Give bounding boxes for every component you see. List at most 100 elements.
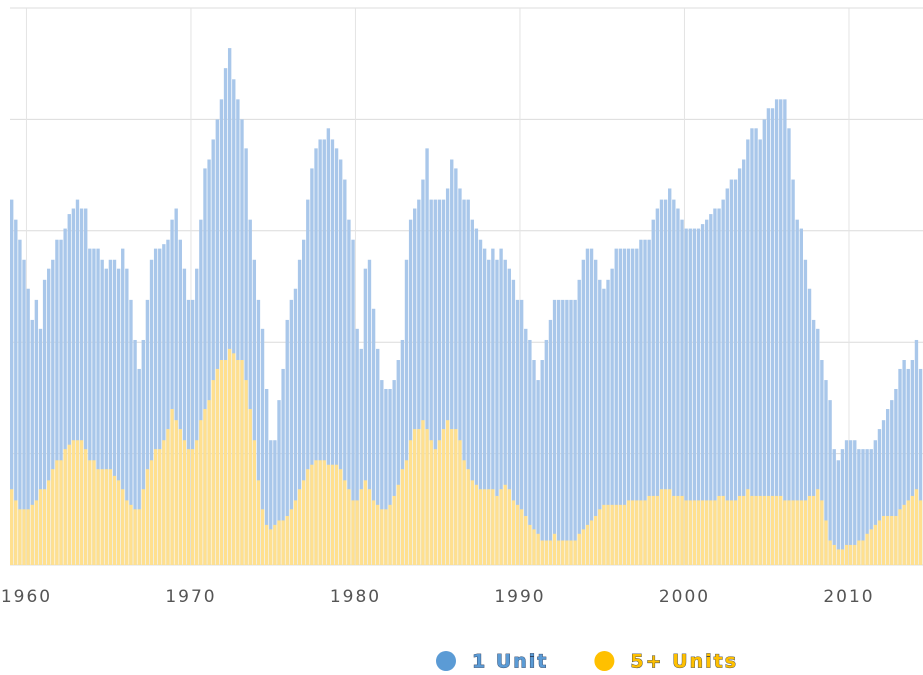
bar: [384, 388, 388, 565]
bar: [63, 449, 67, 565]
bar: [606, 279, 610, 565]
bar: [873, 524, 878, 565]
bar: [14, 219, 18, 565]
bar: [733, 179, 738, 565]
bar: [857, 449, 861, 565]
bar: [195, 440, 199, 565]
bar: [38, 489, 43, 565]
bar: [297, 489, 302, 565]
bar: [445, 188, 450, 565]
bar: [371, 308, 376, 565]
bar: [478, 489, 483, 565]
bar: [676, 208, 680, 565]
bar: [174, 420, 178, 565]
bar: [92, 248, 96, 565]
bar: [528, 524, 532, 565]
bar: [42, 489, 47, 565]
bar: [737, 168, 742, 565]
bar: [684, 500, 688, 565]
bar: [733, 500, 738, 565]
bar: [503, 259, 507, 565]
bar: [840, 549, 845, 565]
bar: [75, 440, 80, 565]
bar: [676, 495, 680, 565]
bar: [544, 540, 549, 565]
bar: [178, 239, 182, 565]
bar: [684, 228, 688, 565]
bar: [482, 248, 487, 565]
bar: [750, 128, 754, 565]
bar: [195, 268, 199, 565]
bar: [499, 248, 503, 565]
bar: [108, 469, 113, 565]
bar: [791, 179, 795, 565]
bar: [112, 259, 117, 565]
bar: [840, 449, 845, 565]
bar: [626, 248, 631, 565]
bar: [59, 239, 63, 565]
bar: [244, 148, 248, 565]
bar: [503, 484, 507, 565]
bar: [417, 429, 421, 565]
bar: [421, 179, 425, 565]
bar: [429, 440, 433, 565]
legend-label: 5+ Units: [630, 651, 738, 673]
bar: [100, 259, 104, 565]
bar: [264, 388, 269, 565]
bar: [729, 179, 734, 565]
bar: [807, 495, 812, 565]
bar: [314, 460, 318, 565]
bar: [359, 348, 363, 565]
bar: [869, 529, 873, 565]
bar: [207, 400, 211, 565]
bar: [441, 199, 446, 565]
bar: [10, 489, 14, 565]
bar: [848, 440, 853, 565]
bar: [347, 489, 351, 565]
bar: [462, 199, 466, 565]
bar: [470, 480, 474, 565]
bar: [482, 489, 487, 565]
bar: [178, 429, 182, 565]
bar: [898, 368, 902, 565]
bar: [408, 440, 413, 565]
bar: [795, 219, 799, 565]
bar: [404, 259, 409, 565]
bar: [343, 179, 347, 565]
bar: [339, 159, 343, 565]
bars: [10, 48, 923, 565]
bar: [322, 139, 326, 565]
bar: [59, 460, 63, 565]
bar: [602, 288, 606, 565]
bar: [38, 328, 43, 565]
bar: [573, 540, 577, 565]
bar: [351, 239, 355, 565]
bar: [137, 368, 141, 565]
bar: [55, 460, 59, 565]
bar: [869, 449, 873, 565]
bar: [795, 500, 799, 565]
bar: [108, 259, 113, 565]
bar: [343, 480, 347, 565]
bar: [914, 339, 919, 565]
bar: [363, 268, 368, 565]
bar: [598, 509, 602, 565]
bar: [700, 224, 705, 565]
bar: [783, 500, 787, 565]
bar: [314, 148, 318, 565]
bar: [400, 469, 405, 565]
bar: [454, 168, 458, 565]
bar: [556, 540, 561, 565]
bar: [762, 119, 766, 565]
bar: [713, 500, 717, 565]
bar: [898, 509, 902, 565]
bar: [791, 500, 795, 565]
bar: [487, 489, 491, 565]
bar: [565, 540, 569, 565]
bar: [754, 495, 758, 565]
bar: [811, 319, 816, 565]
bar: [227, 48, 232, 565]
bar: [643, 500, 647, 565]
bar: [30, 319, 34, 565]
